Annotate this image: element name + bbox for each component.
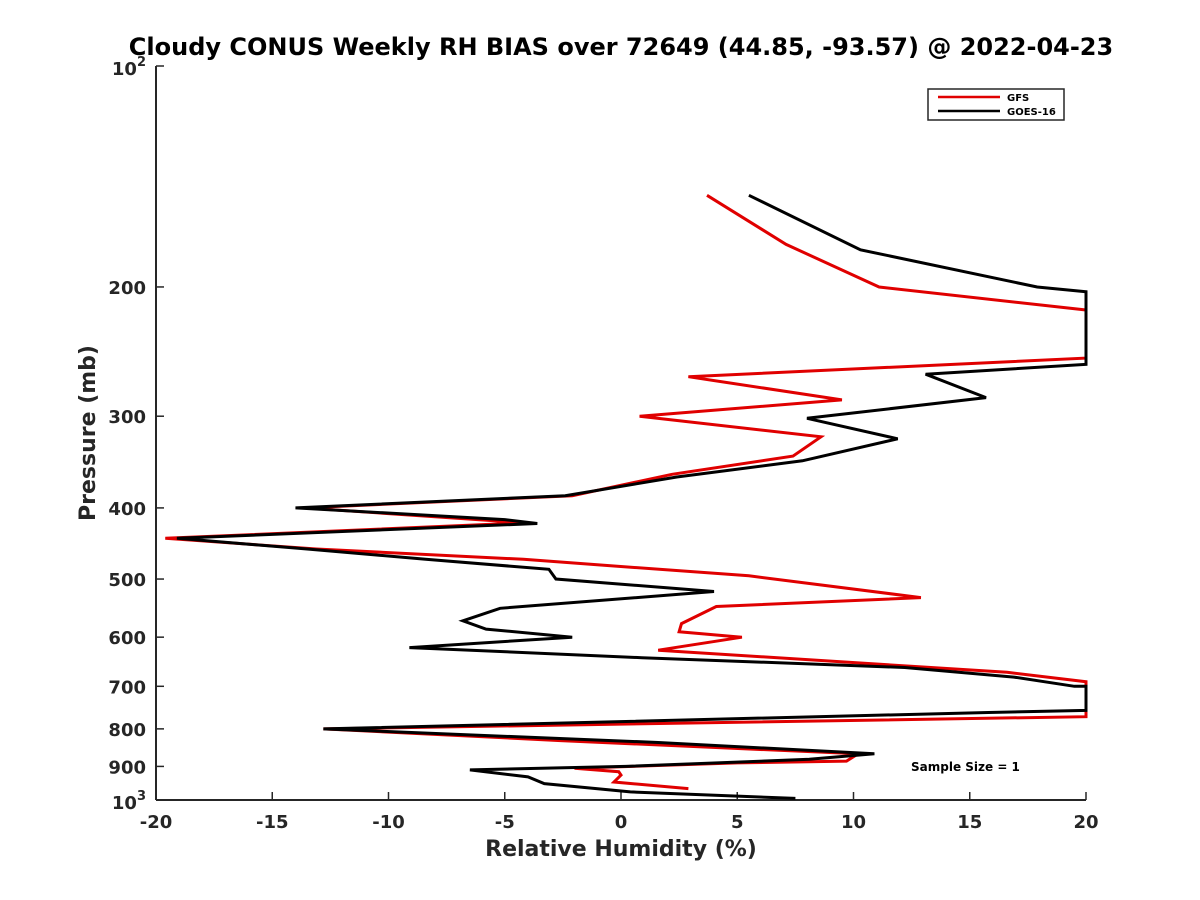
y-tick-label: 300 xyxy=(108,407,146,428)
series-line-goes16 xyxy=(176,193,1088,800)
series-line-gfs xyxy=(165,194,1088,791)
y-ticks: 102 200 300 400 500 600 700 800 900 103 xyxy=(108,55,164,814)
legend-box xyxy=(927,88,1065,121)
y-tick-label: 102 xyxy=(112,55,146,80)
y-tick-label: 500 xyxy=(108,570,146,591)
legend: GFS GOES-16 xyxy=(927,88,1065,121)
x-tick-label: 10 xyxy=(841,812,866,833)
x-axis-label: Relative Humidity (%) xyxy=(485,837,757,862)
plot-area xyxy=(155,66,1086,801)
x-tick-label: -15 xyxy=(256,812,289,833)
y-tick-label: 200 xyxy=(108,278,146,299)
x-ticks: -20 -15 -10 -5 0 5 10 15 20 xyxy=(140,792,1099,833)
y-tick-label: 800 xyxy=(108,720,146,741)
y-tick-label: 600 xyxy=(108,628,146,649)
chart-title: Cloudy CONUS Weekly RH BIAS over 72649 (… xyxy=(129,33,1113,61)
sample-size-annotation: Sample Size = 1 xyxy=(911,760,1020,774)
y-tick-label: 900 xyxy=(108,757,146,778)
series-layer xyxy=(165,193,1088,800)
x-tick-label: -5 xyxy=(495,812,515,833)
x-tick-label: -10 xyxy=(372,812,405,833)
x-tick-label: 5 xyxy=(731,812,744,833)
x-tick-label: -20 xyxy=(140,812,173,833)
legend-label-goes16: GOES-16 xyxy=(1007,107,1056,118)
legend-label-gfs: GFS xyxy=(1007,93,1029,104)
y-tick-label: 103 xyxy=(112,789,146,814)
x-tick-label: 0 xyxy=(615,812,628,833)
y-axis-label: Pressure (mb) xyxy=(76,345,101,521)
y-tick-label: 400 xyxy=(108,499,146,520)
y-tick-label: 700 xyxy=(108,677,146,698)
x-tick-label: 20 xyxy=(1073,812,1098,833)
x-tick-label: 15 xyxy=(957,812,982,833)
